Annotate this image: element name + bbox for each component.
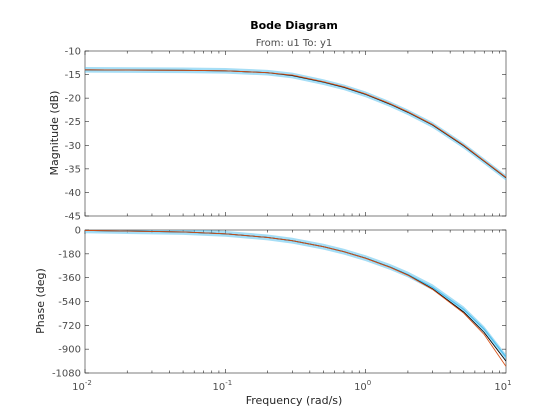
chart-title: Bode Diagram	[250, 19, 338, 32]
y-tick-label: -540	[58, 297, 81, 308]
magnitude-axis-label: Magnitude (dB)	[48, 91, 61, 176]
chart-subtitle: From: u1 To: y1	[256, 38, 333, 49]
y-tick-label: -40	[65, 188, 81, 199]
y-tick-label: -45	[65, 212, 81, 223]
x-axis-label: Frequency (rad/s)	[246, 394, 343, 407]
y-tick-label: -10	[65, 47, 81, 58]
x-tick-label: 101	[494, 379, 511, 393]
series-group	[85, 230, 506, 367]
magnitude-panel: -10 -15 -20 -25 -30 -35 -40 -45	[65, 47, 507, 223]
x-tick-label: 10-1	[212, 379, 232, 393]
y-tick-label: -30	[65, 141, 81, 152]
x-tick-label: 10-2	[72, 379, 92, 393]
y-tick-label: -180	[58, 249, 81, 260]
plot-area-frame	[84, 229, 507, 374]
series-line	[85, 69, 506, 178]
x-tick-label: 100	[354, 379, 371, 393]
y-tick-label: -360	[58, 273, 81, 284]
y-tick-label: -15	[65, 70, 81, 81]
y-tick-label: -900	[58, 345, 81, 356]
series-line	[85, 230, 506, 367]
y-tick-label: -35	[65, 164, 81, 175]
phase-axis-label: Phase (deg)	[34, 268, 47, 334]
y-tick-label: -720	[58, 321, 81, 332]
y-tick-label: -20	[65, 94, 81, 105]
y-tick-label: -25	[65, 117, 81, 128]
y-tick-label: -1080	[52, 369, 81, 380]
series-group	[85, 67, 506, 181]
y-tick-label: 0	[75, 226, 81, 237]
